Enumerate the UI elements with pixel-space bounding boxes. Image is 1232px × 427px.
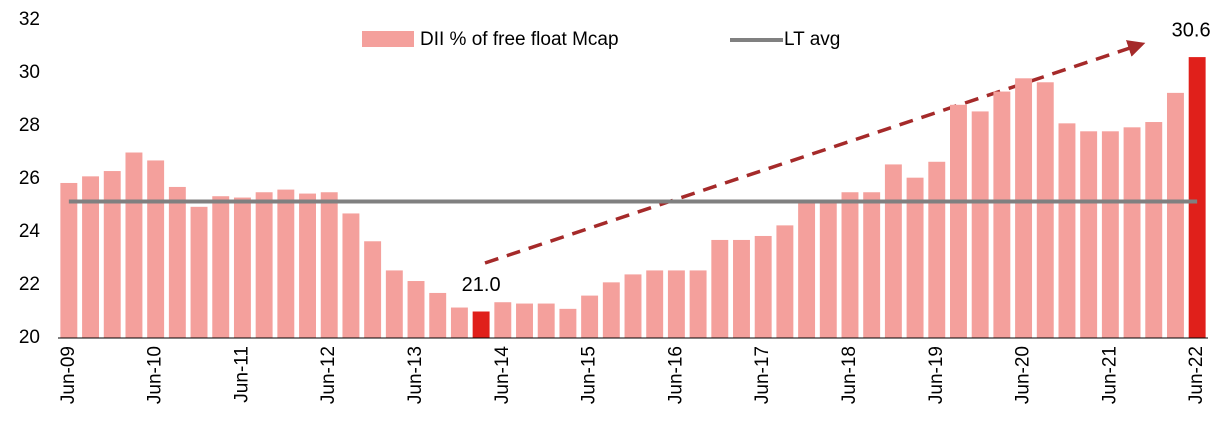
bar [624,274,642,338]
bar [537,303,555,338]
x-tick-label: Jun-17 [752,346,773,404]
bar [429,292,447,338]
bar [1036,82,1054,339]
x-tick-label: Jun-13 [405,346,426,404]
y-tick-label: 30 [19,62,40,83]
bar [689,270,707,338]
x-tick-label: Jun-20 [1013,346,1034,404]
bar [168,186,186,338]
bar [1188,57,1206,338]
bar [1015,78,1033,339]
x-tick-label: Jun-14 [492,346,513,405]
bar [1166,92,1184,338]
y-tick-label: 32 [19,9,40,30]
bar [1058,123,1076,338]
x-tick-label: Jun-21 [1099,346,1120,404]
bar [233,197,251,338]
bar [407,281,425,338]
x-tick-label: Jun-18 [839,346,860,404]
bar [993,91,1011,338]
bar [884,164,902,338]
y-tick-label: 26 [19,168,40,189]
bar [103,171,121,338]
bar [776,225,794,338]
bar [212,196,230,338]
bar [971,111,989,338]
legend-label: DII % of free float Mcap [420,29,619,50]
bar [60,182,78,338]
x-tick-label: Jun-15 [579,346,600,404]
bar [667,270,685,338]
bar [1145,122,1163,339]
bar [364,241,382,338]
trend-arrow [484,40,1146,265]
x-tick-label: Jun-12 [318,346,339,404]
bar [494,302,512,338]
bar [125,152,143,338]
bar [450,307,468,338]
x-tick-label: Jun-16 [665,346,686,404]
y-tick-label: 20 [19,327,40,348]
bar [342,213,360,338]
bar [1101,131,1119,338]
x-tick-label: Jun-11 [231,346,252,403]
bar [602,282,620,338]
x-tick-label: Jun-10 [145,346,166,404]
bar [733,239,750,338]
bar [798,202,816,338]
y-tick-label: 24 [19,221,41,242]
bar [82,176,100,338]
bar [255,192,273,338]
bar [711,239,729,338]
bar [863,192,881,338]
bar [190,206,208,338]
bar [299,193,316,338]
bar [906,177,924,338]
bar [516,303,533,338]
bar [950,104,967,338]
bar [1080,131,1098,338]
bar [472,311,490,338]
bar [928,161,946,338]
bar [277,189,295,338]
data-label: 21.0 [462,274,501,296]
y-tick-label: 28 [19,115,40,136]
bar [385,270,403,338]
x-tick-label: Jun-19 [926,346,947,404]
bar [646,270,664,338]
bar [754,235,772,338]
bar [147,160,165,338]
y-tick-label: 22 [19,274,40,295]
bar [841,192,859,338]
legend-label: LT avg [784,29,840,50]
x-tick-label: Jun-09 [58,346,79,404]
legend-swatch [362,31,414,47]
bar [320,192,338,338]
x-tick-label: Jun-22 [1186,346,1207,404]
bar [1123,127,1141,338]
bar [819,202,837,338]
bar [559,308,577,338]
bar [581,295,599,338]
data-label: 30.6 [1172,19,1211,41]
